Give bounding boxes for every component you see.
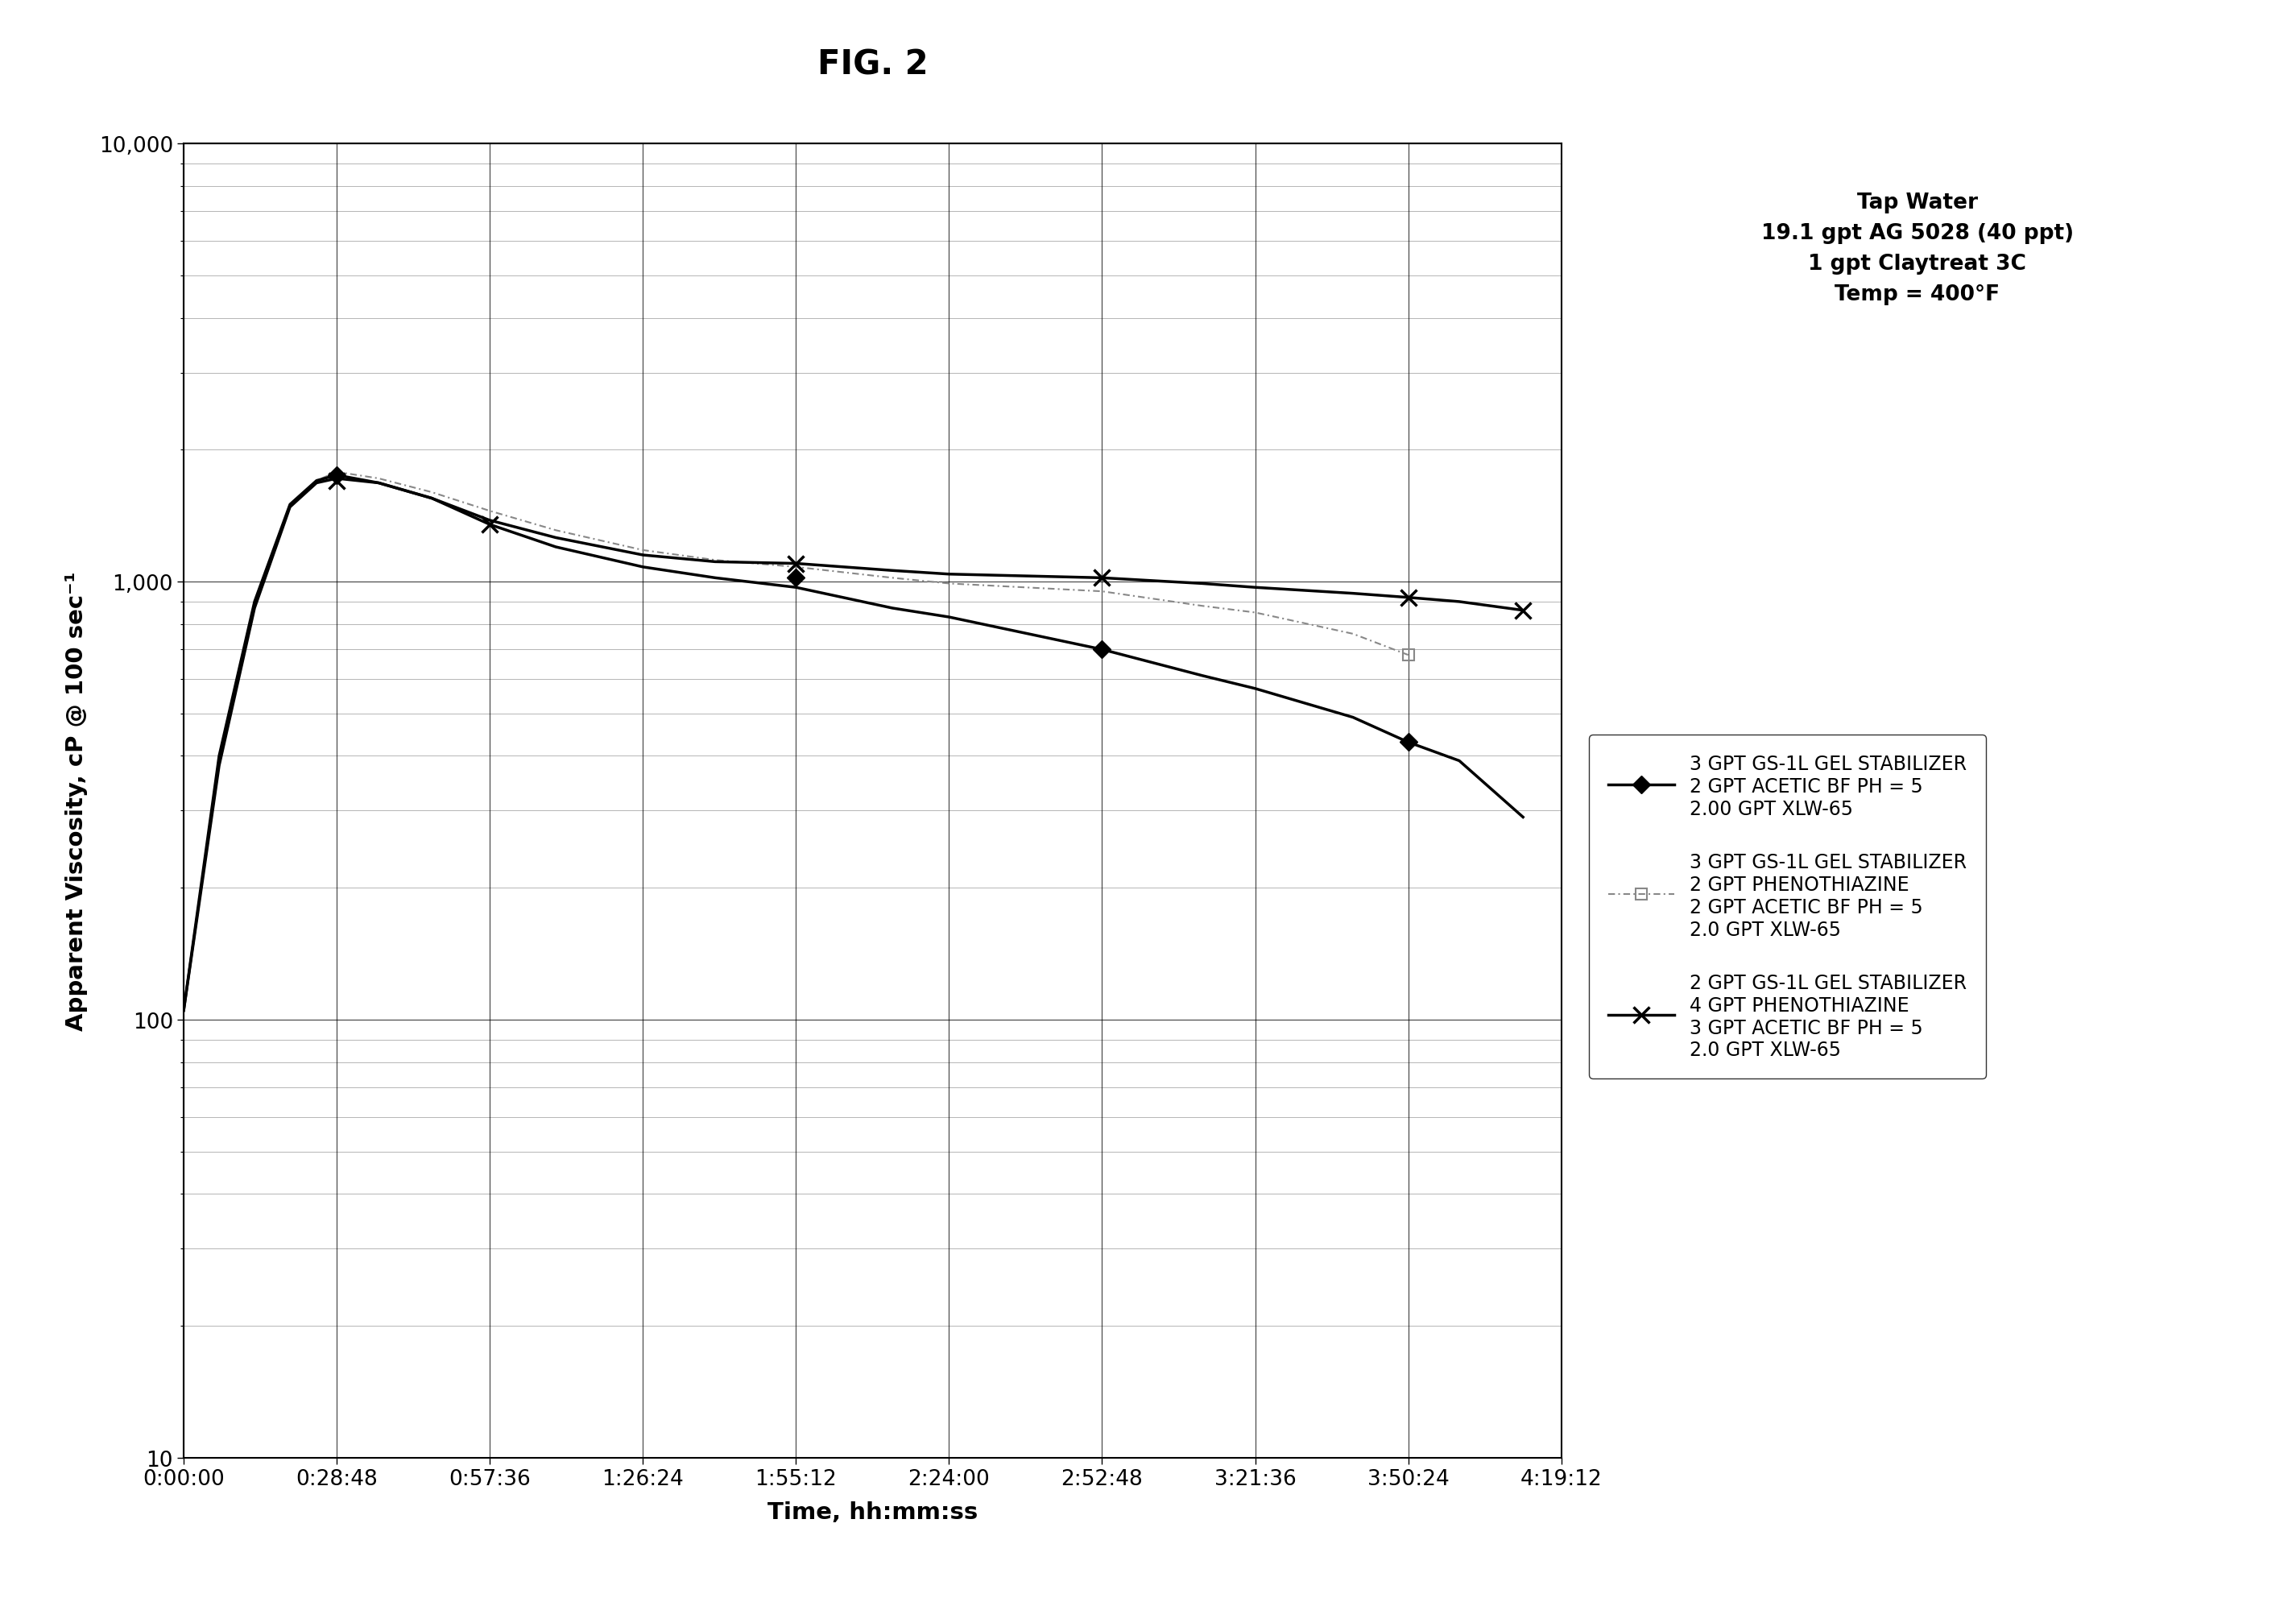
X-axis label: Time, hh:mm:ss: Time, hh:mm:ss xyxy=(767,1501,978,1524)
Text: Tap Water
19.1 gpt AG 5028 (40 ppt)
1 gpt Claytreat 3C
Temp = 400°F: Tap Water 19.1 gpt AG 5028 (40 ppt) 1 gp… xyxy=(1761,192,2073,304)
Y-axis label: Apparent Viscosity, cP @ 100 sec⁻¹: Apparent Viscosity, cP @ 100 sec⁻¹ xyxy=(64,572,87,1030)
Legend: 3 GPT GS-1L GEL STABILIZER
2 GPT ACETIC BF PH = 5
2.00 GPT XLW-65, 3 GPT GS-1L G: 3 GPT GS-1L GEL STABILIZER 2 GPT ACETIC … xyxy=(1589,735,1986,1078)
Text: FIG. 2: FIG. 2 xyxy=(817,48,928,82)
